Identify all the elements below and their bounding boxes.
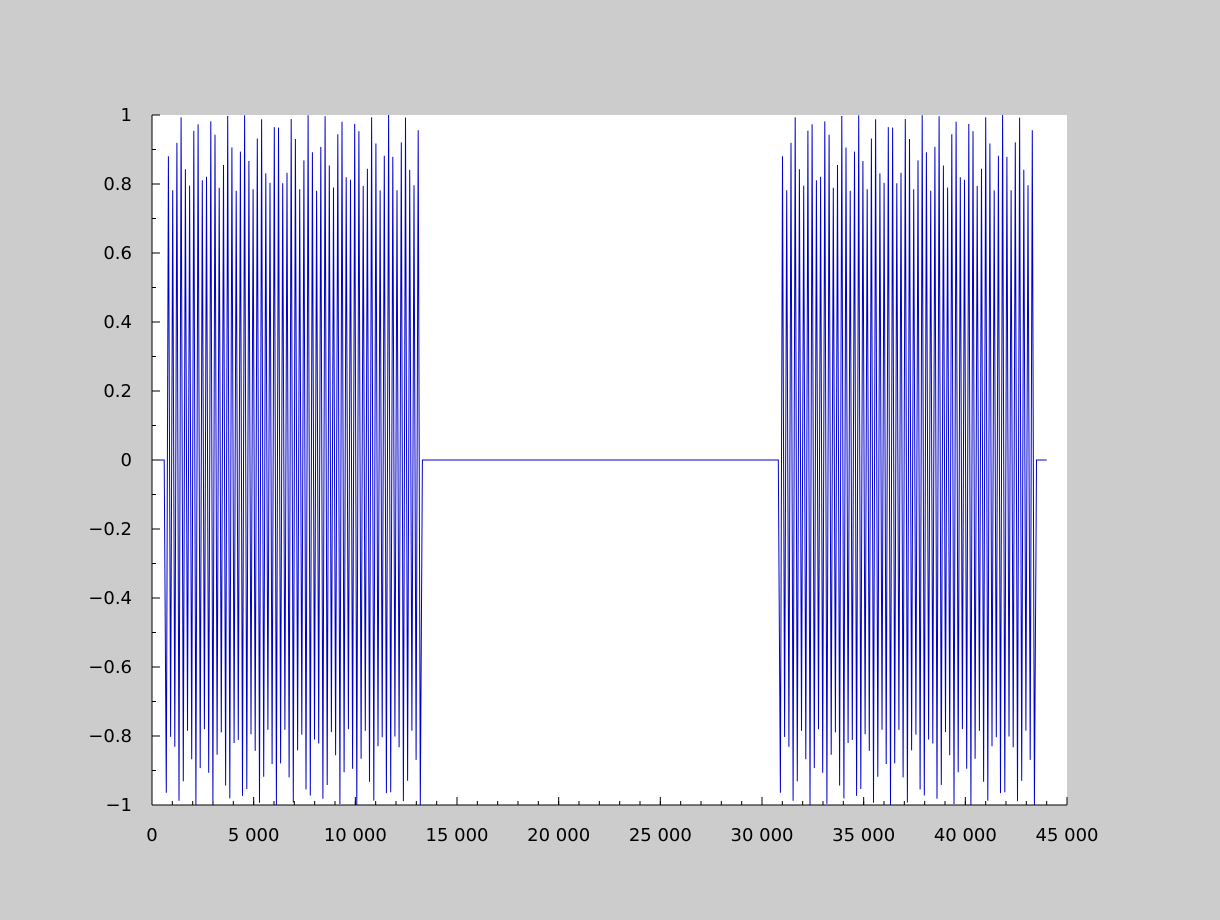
y-tick-label: −0.2 bbox=[88, 519, 132, 540]
y-tick-label: −0.8 bbox=[88, 726, 132, 747]
signal-series-line bbox=[152, 114, 1047, 806]
x-tick-label: 20 000 bbox=[527, 825, 590, 846]
x-tick-label: 25 000 bbox=[629, 825, 692, 846]
y-tick-label: 1 bbox=[121, 105, 132, 126]
y-tick-label: 0.6 bbox=[103, 243, 132, 264]
x-tick-label: 0 bbox=[146, 825, 157, 846]
series-layer bbox=[152, 114, 1047, 806]
y-tick-label: 0.2 bbox=[103, 381, 132, 402]
x-tick-label: 45 000 bbox=[1036, 825, 1099, 846]
x-tick-label: 30 000 bbox=[731, 825, 794, 846]
y-tick-label: −0.4 bbox=[88, 588, 132, 609]
x-tick-label: 15 000 bbox=[426, 825, 489, 846]
x-tick-label: 5 000 bbox=[228, 825, 280, 846]
y-tick-label: −0.6 bbox=[88, 657, 132, 678]
y-tick-label: 0.4 bbox=[103, 312, 132, 333]
x-tick-label: 10 000 bbox=[324, 825, 387, 846]
x-tick-label: 40 000 bbox=[934, 825, 997, 846]
ticks-layer: 1 0.8 0.6 0.4 0.2 0 −0.2 −0.4 −0.6 −0.8 −1 0 5 000 10… bbox=[88, 105, 1098, 846]
y-tick-label: 0 bbox=[121, 450, 132, 471]
x-tick-label: 35 000 bbox=[832, 825, 895, 846]
y-tick-label: 0.8 bbox=[103, 174, 132, 195]
y-tick-label: −1 bbox=[105, 795, 132, 816]
